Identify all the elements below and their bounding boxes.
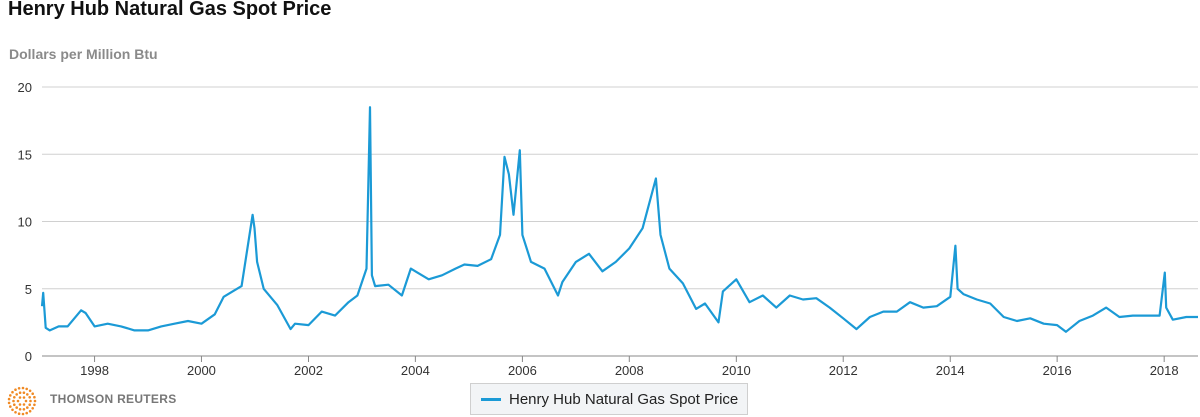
x-tick-label: 2010 — [722, 363, 751, 378]
y-tick-label: 20 — [18, 80, 32, 95]
y-axis-label: Dollars per Million Btu — [9, 46, 158, 62]
y-tick-label: 10 — [18, 215, 32, 230]
x-tick-labels: 1998 2000 2002 2004 2006 2008 2010 2012 2014 2016… — [80, 356, 1179, 378]
grid-lines — [42, 86, 1198, 357]
series-line[interactable] — [40, 106, 1198, 333]
x-tick-label: 2006 — [508, 363, 537, 378]
legend-swatch — [481, 398, 501, 401]
x-tick-label: 2002 — [294, 363, 323, 378]
thomson-reuters-logo-icon — [7, 386, 37, 416]
chart-title: Henry Hub Natural Gas Spot Price — [8, 0, 332, 20]
y-tick-labels: 0 5 10 15 20 — [18, 80, 32, 364]
y-tick-label: 0 — [25, 349, 32, 364]
y-tick-label: 15 — [18, 147, 32, 162]
x-tick-label: 2014 — [936, 363, 965, 378]
x-tick-label: 2012 — [829, 363, 858, 378]
x-tick-label: 2018 — [1150, 363, 1179, 378]
x-tick-label: 1998 — [80, 363, 109, 378]
chart-plot: 0 5 10 15 20 1998 2000 2002 2004 2006 2008 2010 201… — [18, 80, 1198, 378]
brand-name: THOMSON REUTERS — [50, 392, 177, 406]
legend[interactable]: Henry Hub Natural Gas Spot Price — [470, 383, 748, 415]
x-tick-label: 2008 — [615, 363, 644, 378]
x-tick-label: 2004 — [401, 363, 430, 378]
x-tick-label: 2000 — [187, 363, 216, 378]
x-tick-label: 2016 — [1043, 363, 1072, 378]
y-tick-label: 5 — [25, 282, 32, 297]
series-layer — [40, 106, 1198, 333]
legend-label: Henry Hub Natural Gas Spot Price — [509, 391, 739, 408]
